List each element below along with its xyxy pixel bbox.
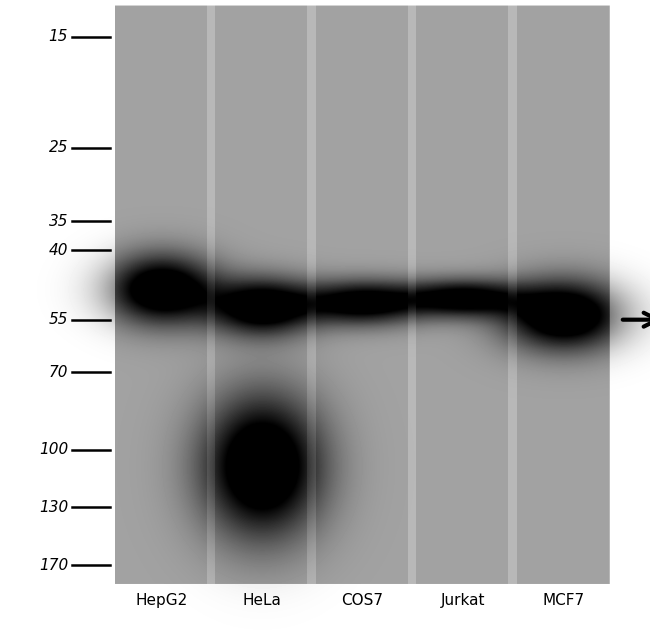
Text: 55: 55 <box>49 312 68 327</box>
Text: 15: 15 <box>49 29 68 44</box>
Text: HeLa: HeLa <box>242 593 281 608</box>
Text: 40: 40 <box>49 243 68 258</box>
Text: 100: 100 <box>39 442 68 458</box>
Text: MCF7: MCF7 <box>543 593 585 608</box>
Text: Jurkat: Jurkat <box>441 593 486 608</box>
Text: 35: 35 <box>49 213 68 229</box>
Text: HepG2: HepG2 <box>135 593 187 608</box>
Text: 170: 170 <box>39 558 68 573</box>
Text: COS7: COS7 <box>341 593 383 608</box>
Text: 130: 130 <box>39 500 68 514</box>
Text: 25: 25 <box>49 141 68 155</box>
Text: 70: 70 <box>49 365 68 380</box>
